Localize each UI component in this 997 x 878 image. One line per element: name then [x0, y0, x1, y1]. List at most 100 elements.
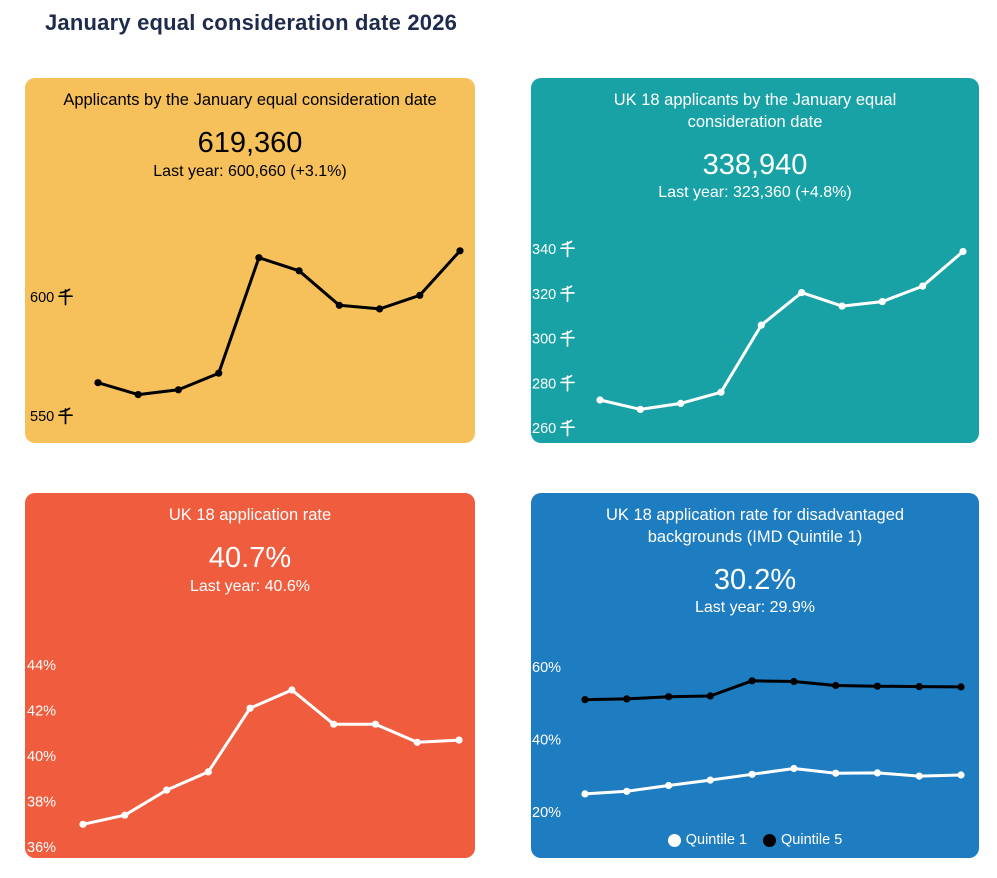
legend-item-quintile-1[interactable]: Quintile 1: [667, 832, 747, 848]
y-axis-label: 320: [532, 287, 556, 303]
chart-point: [957, 771, 965, 779]
chart-point: [757, 321, 765, 329]
card-uk18-application-rate[interactable]: UK 18 application rate 40.7% Last year: …: [25, 493, 475, 858]
legend-label: Quintile 1: [685, 832, 747, 848]
chart-point: [717, 388, 725, 396]
legend-label: Quintile 5: [781, 832, 843, 848]
chart-line-series: [81, 688, 461, 826]
y-axis-label: 60%: [532, 660, 561, 676]
y-axis-label: 600: [30, 290, 54, 306]
chart-point: [919, 282, 927, 290]
chart-point: [581, 696, 589, 704]
thousand-unit-glyph: [58, 288, 73, 306]
chart-point: [174, 386, 182, 394]
y-axis-label: 38%: [27, 795, 56, 811]
chart-point: [246, 704, 254, 712]
chart-point: [255, 254, 263, 262]
headline-value: 40.7%: [208, 541, 292, 574]
chart-point: [915, 683, 923, 691]
last-year-value: Last year: 40.6%: [189, 577, 311, 595]
y-axis-label: 42%: [27, 704, 56, 720]
thousand-unit-glyph: [560, 285, 575, 303]
chart-point: [790, 764, 798, 773]
chart-point: [94, 379, 102, 387]
chart-point: [371, 720, 379, 728]
chart-point: [121, 811, 129, 819]
chart-point: [79, 820, 87, 828]
chart-point: [838, 302, 846, 310]
headline-value: 338,940: [702, 148, 808, 181]
chart-line-quintile-1: [583, 767, 963, 796]
chart-point: [878, 298, 886, 306]
chart-point: [288, 686, 296, 694]
chart-point: [748, 677, 756, 685]
chart-point: [706, 776, 714, 784]
legend-swatch-icon: [763, 833, 776, 847]
chart-point: [665, 693, 673, 701]
trend-chart-applicants[interactable]: 600 550: [25, 78, 475, 443]
chart-point: [873, 769, 881, 777]
y-axis-label: 280: [532, 376, 556, 392]
card-applicants-total[interactable]: Applicants by the January equal consider…: [25, 78, 475, 443]
y-axis-label: 36%: [27, 840, 56, 856]
chart-line-series: [598, 250, 965, 411]
chart-legend: Quintile 1 Quintile 5: [531, 832, 979, 848]
chart-point: [915, 772, 923, 780]
chart-point: [790, 677, 798, 686]
chart-point: [456, 247, 464, 255]
y-axis-label: 44%: [27, 658, 56, 674]
chart-point: [832, 681, 840, 690]
y-axis-label: 20%: [532, 805, 561, 821]
chart-point: [455, 736, 463, 744]
y-axis-label: 340: [532, 242, 556, 258]
chart-point: [581, 790, 589, 798]
chart-point: [204, 768, 212, 776]
y-axis-label: 40%: [532, 733, 561, 749]
chart-point: [295, 267, 303, 275]
chart-point: [873, 682, 881, 690]
headline-value: 619,360: [197, 126, 303, 159]
chart-point: [416, 291, 424, 299]
trend-chart-application-rate[interactable]: 44% 42% 40% 38% 36%: [25, 493, 475, 858]
card-uk18-applicants[interactable]: UK 18 applicants by the January equal co…: [531, 78, 979, 443]
thousand-unit-glyph: [560, 240, 575, 258]
card-title: UK 18 application rate for disadvantaged…: [605, 506, 905, 546]
chart-point: [330, 720, 338, 728]
chart-point: [748, 770, 756, 778]
chart-point: [677, 399, 685, 407]
y-axis-label: 260: [532, 421, 556, 437]
chart-point: [376, 305, 384, 313]
chart-point: [623, 695, 631, 703]
chart-point: [163, 786, 171, 794]
card-title: Applicants by the January equal consider…: [63, 91, 437, 109]
chart-line-quintile-5: [583, 679, 963, 702]
last-year-value: Last year: 29.9%: [694, 599, 816, 617]
thousand-unit-glyph: [560, 330, 575, 347]
legend-item-quintile-5[interactable]: Quintile 5: [763, 832, 842, 848]
chart-line-series: [96, 249, 462, 397]
thousand-unit-glyph: [560, 374, 575, 392]
card-title: UK 18 applicants by the January equal co…: [613, 91, 897, 131]
card-uk18-imd-quintile-rate[interactable]: UK 18 application rate for disadvantaged…: [531, 493, 979, 858]
y-axis-label: 40%: [27, 749, 56, 765]
thousand-unit-glyph: [58, 407, 73, 425]
card-title: UK 18 application rate: [168, 506, 332, 524]
legend-swatch-icon: [667, 833, 681, 847]
trend-chart-imd-quintiles[interactable]: 60% 40% 20%: [531, 493, 979, 858]
headline-value: 30.2%: [713, 563, 797, 596]
last-year-value: Last year: 323,360 (+4.8%): [658, 184, 852, 202]
chart-point: [413, 738, 421, 746]
trend-chart-uk18-applicants[interactable]: 340 320 300 280 260: [531, 78, 979, 443]
chart-point: [636, 405, 644, 413]
last-year-value: Last year: 600,660 (+3.1%): [153, 162, 347, 180]
y-axis-label: 550: [30, 409, 54, 425]
chart-point: [134, 391, 142, 399]
chart-point: [832, 769, 840, 777]
chart-point: [623, 787, 631, 795]
chart-point: [798, 289, 806, 297]
chart-point: [959, 247, 967, 256]
page-title: January equal consideration date 2026: [45, 10, 458, 35]
thousand-unit-glyph: [560, 419, 575, 437]
chart-point: [596, 396, 604, 404]
